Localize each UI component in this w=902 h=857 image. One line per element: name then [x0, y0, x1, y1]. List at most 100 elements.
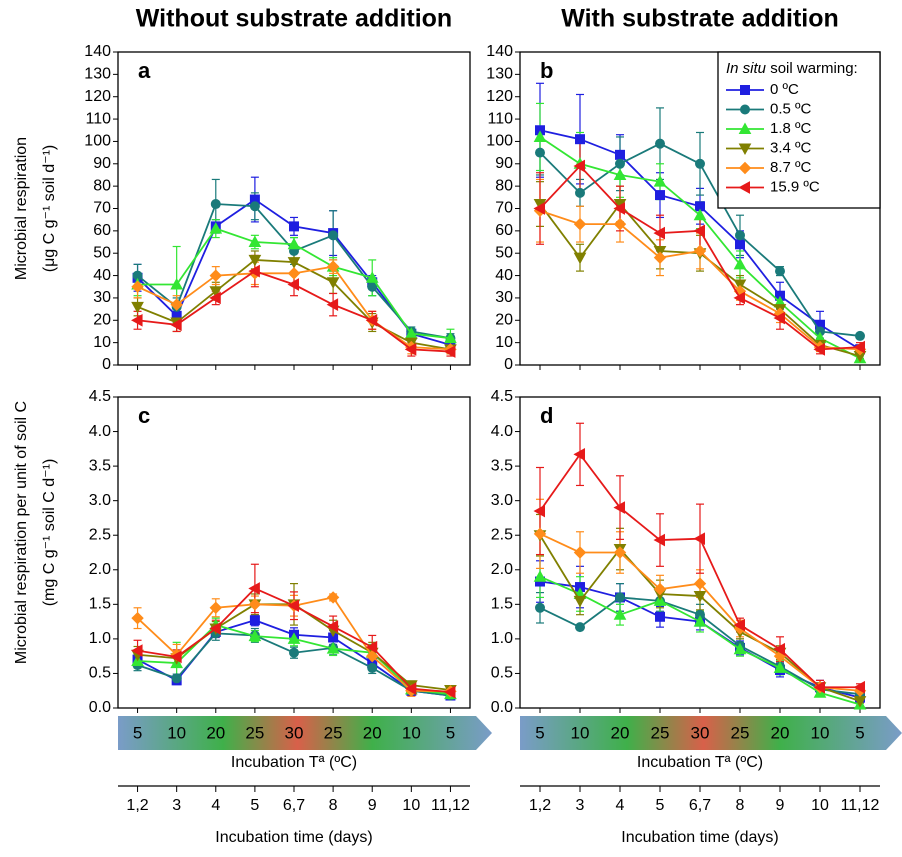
data-point: [653, 251, 667, 264]
data-point: [655, 611, 665, 622]
y-tick-label: 50: [93, 244, 111, 261]
y-tick-label: 1.0: [89, 630, 111, 647]
data-point: [289, 221, 299, 232]
legend-marker: [738, 143, 752, 156]
data-point: [775, 266, 785, 277]
data-point: [733, 257, 747, 270]
y-tick-label: 70: [93, 200, 111, 217]
time-tick-label: 8: [329, 797, 338, 814]
y-tick-label: 0: [102, 356, 111, 373]
y-tick-label: 0.5: [491, 665, 513, 682]
data-point: [209, 222, 223, 234]
data-point: [249, 615, 260, 626]
data-point: [813, 680, 825, 694]
y-tick-label: 1.5: [491, 596, 513, 613]
temperature-label: 5: [133, 723, 142, 742]
legend-title-part: In situ: [726, 60, 767, 77]
data-point: [533, 504, 545, 518]
data-point: [853, 680, 865, 694]
data-point: [248, 629, 262, 642]
data-point: [533, 202, 545, 215]
temperature-label: 20: [206, 723, 225, 742]
data-point: [365, 313, 378, 327]
data-point: [615, 149, 625, 160]
temperature-label: 25: [245, 723, 264, 742]
time-tick-label: 6,7: [283, 797, 305, 814]
legend-label: 0 ºC: [770, 81, 799, 98]
data-point: [209, 286, 223, 298]
x-axis-label: Incubation time (days): [215, 829, 372, 846]
plot-frame: [117, 396, 471, 709]
data-point: [733, 291, 745, 305]
data-point: [573, 595, 587, 608]
data-point: [404, 682, 417, 695]
data-point: [287, 257, 301, 269]
panel-label: c: [138, 403, 150, 428]
data-point: [131, 301, 144, 314]
y-tick-label: 4.5: [89, 388, 111, 405]
data-point: [533, 130, 547, 142]
temperature-label: 10: [402, 723, 421, 742]
temperature-label: 25: [324, 723, 343, 742]
data-point: [773, 661, 787, 673]
legend-marker: [738, 181, 750, 194]
y-axis-label: (mg C g⁻¹ soil C d⁻¹): [41, 459, 58, 607]
y-tick-label: 0.5: [89, 665, 111, 682]
data-point: [613, 546, 627, 559]
data-point: [209, 622, 221, 635]
y-tick-label: 30: [495, 289, 513, 306]
y-tick-label: 140: [84, 43, 111, 60]
y-tick-label: 1.0: [491, 630, 513, 647]
data-point: [209, 601, 222, 614]
temperature-axis-label: Incubation Tª (ºC): [231, 754, 357, 771]
data-point: [535, 602, 545, 613]
data-point: [443, 685, 456, 699]
data-point: [733, 642, 747, 655]
y-tick-label: 3.0: [89, 492, 111, 509]
data-point: [326, 277, 340, 289]
data-point: [695, 158, 705, 169]
data-point: [773, 642, 785, 656]
time-tick-label: 11,12: [841, 797, 880, 814]
y-tick-label: 2.5: [89, 526, 111, 543]
temperature-label: 5: [855, 723, 864, 742]
y-tick-label: 0: [504, 356, 513, 373]
data-point: [209, 269, 222, 282]
data-point: [693, 208, 707, 221]
data-point: [693, 532, 705, 546]
data-point: [853, 340, 865, 354]
data-point: [365, 271, 379, 283]
data-point: [248, 598, 262, 611]
data-point: [655, 190, 665, 201]
y-tick-label: 140: [486, 43, 513, 60]
data-point: [613, 168, 627, 180]
data-point: [326, 620, 339, 633]
time-tick-label: 10: [811, 797, 829, 814]
y-tick-label: 0.0: [89, 699, 111, 716]
data-point: [613, 217, 627, 231]
data-point: [653, 226, 665, 240]
panel-label: b: [540, 58, 553, 83]
data-point: [209, 291, 221, 305]
data-point: [613, 202, 625, 215]
y-tick-label: 100: [84, 133, 111, 150]
data-point: [573, 252, 587, 265]
data-point: [131, 313, 143, 327]
data-point: [248, 254, 262, 267]
data-point: [573, 159, 585, 173]
data-point: [773, 311, 785, 325]
data-point: [693, 244, 707, 258]
time-tick-label: 5: [656, 797, 665, 814]
data-point: [735, 239, 745, 250]
time-tick-label: 8: [736, 797, 745, 814]
temperature-label: 5: [535, 723, 544, 742]
data-point: [655, 138, 665, 149]
data-point: [131, 280, 144, 293]
y-tick-label: 130: [486, 66, 513, 83]
data-point: [535, 147, 545, 158]
data-point: [326, 260, 340, 273]
data-point: [573, 448, 585, 461]
data-point: [615, 592, 625, 603]
data-point: [573, 217, 587, 231]
panel-label: a: [138, 58, 151, 83]
